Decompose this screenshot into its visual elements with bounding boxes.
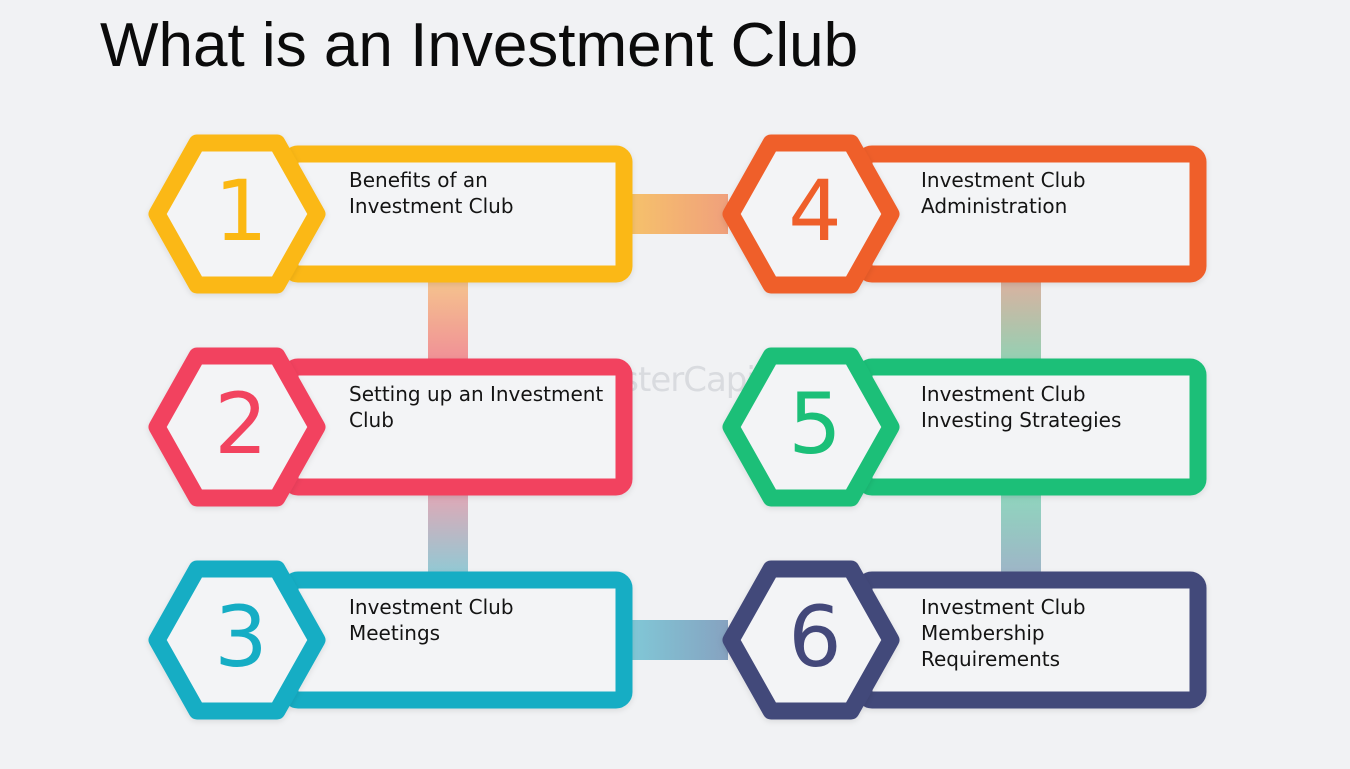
connector-2-3 [428,492,468,578]
step-number: 3 [214,588,267,686]
step-3: 3 Investment Club Meetings [157,569,624,711]
connector-1-4 [626,194,728,234]
connector-1-2 [428,278,468,364]
step-number: 4 [788,162,841,260]
step-number: 2 [214,375,267,473]
step-5: 5 Investment Club Investing Strategies [731,356,1198,498]
connector-5-6 [1001,492,1041,578]
step-2: 2 Setting up an Investment Club [157,356,624,498]
step-number: 1 [214,162,267,260]
step-number: 6 [788,588,841,686]
connector-4-5 [1001,278,1041,364]
connector-3-6 [626,620,728,660]
step-1: 1 Benefits of an Investment Club [157,143,624,285]
step-number: 5 [788,375,841,473]
step-6: 6 Investment Club Membership Requirements [731,569,1198,711]
step-4: 4 Investment Club Administration [731,143,1198,285]
